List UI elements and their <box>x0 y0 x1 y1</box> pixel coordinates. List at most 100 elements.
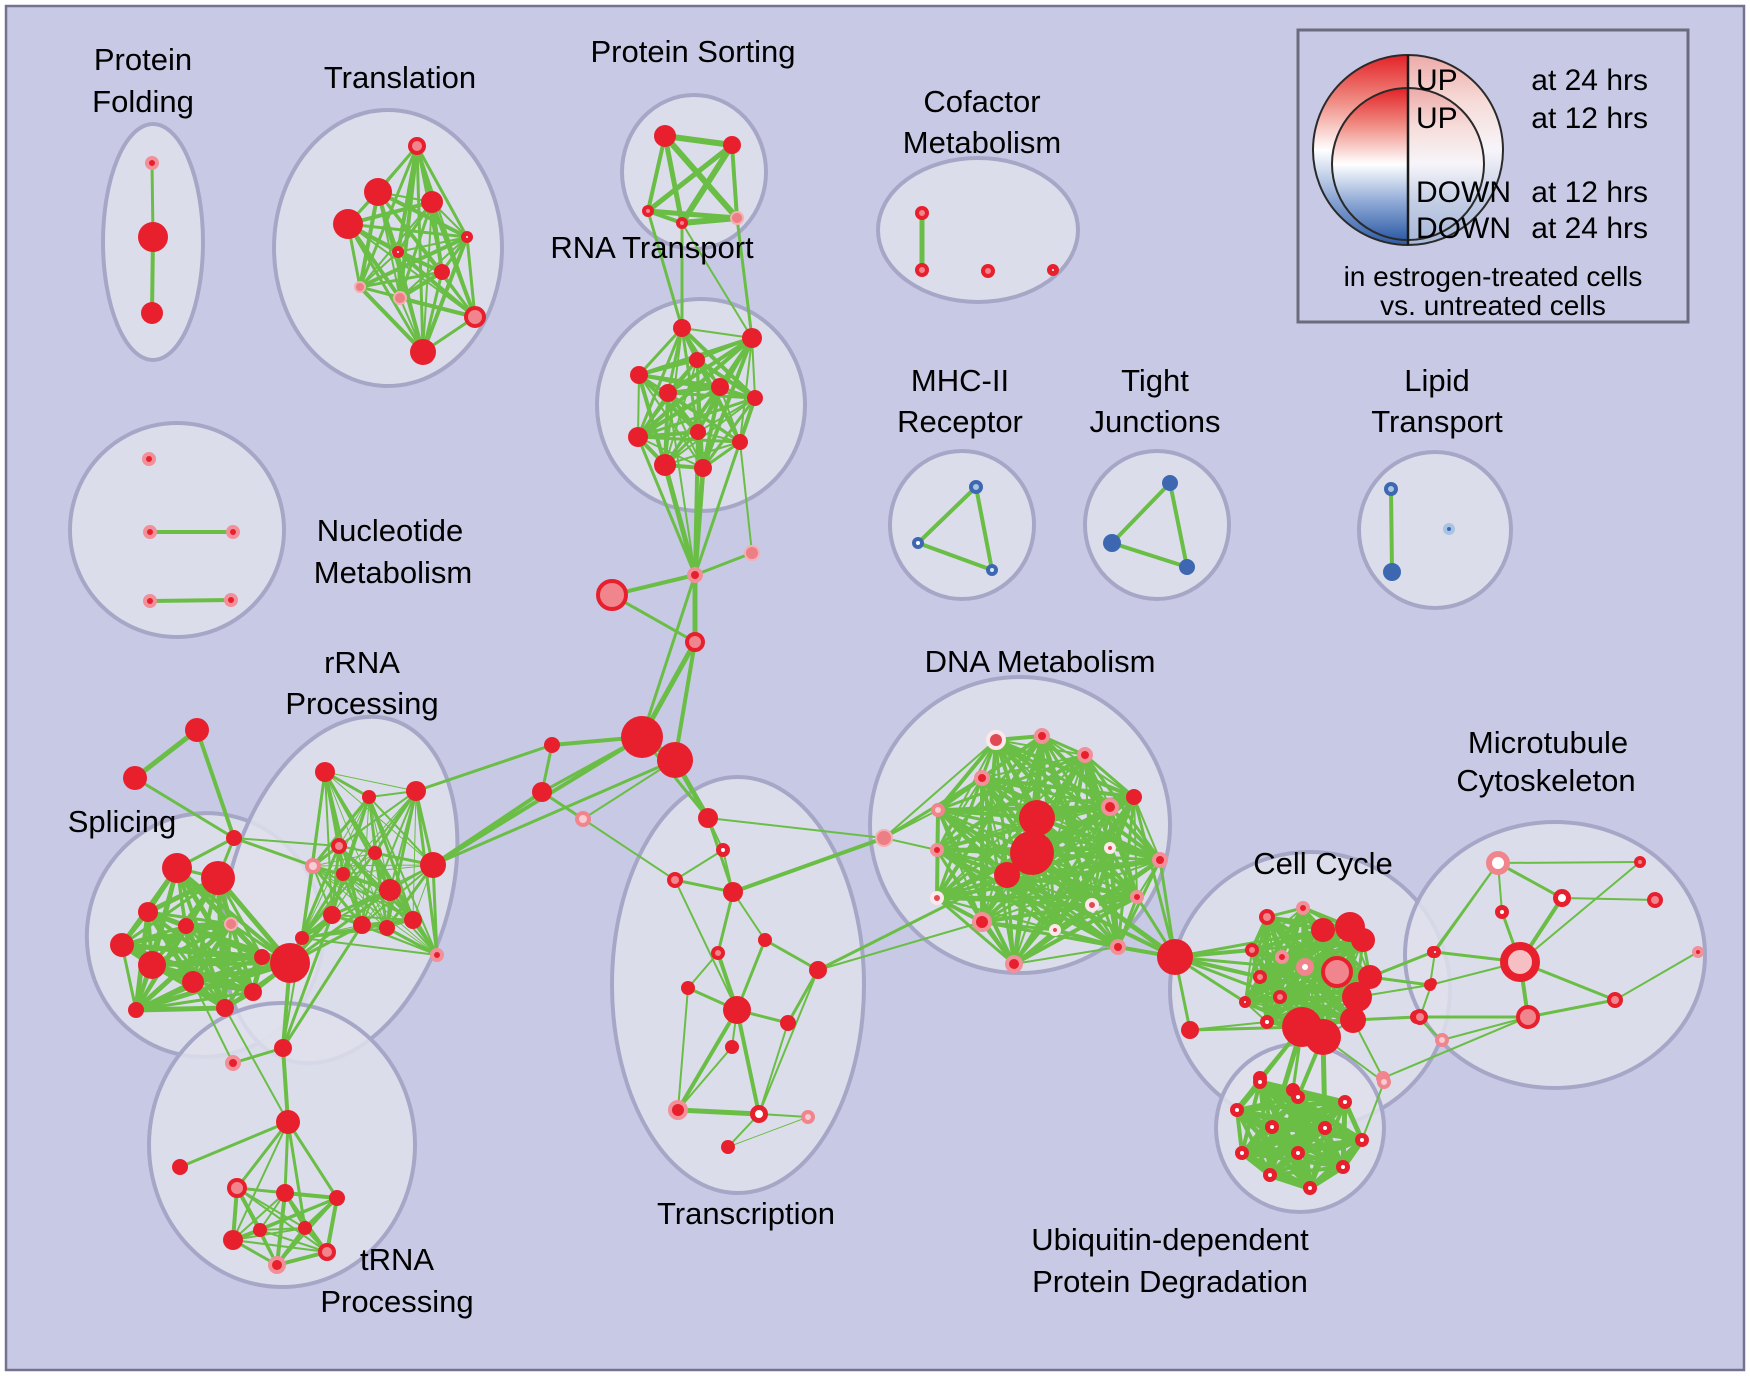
node-red-87 <box>721 1140 735 1154</box>
node-layer <box>110 125 1704 1274</box>
network-edge <box>1389 487 1394 574</box>
node-redRingPink-181 <box>227 1178 247 1198</box>
network-edge <box>883 837 938 851</box>
network-edge <box>368 796 438 956</box>
node-red-77 <box>758 933 772 947</box>
network-edge <box>398 270 444 300</box>
node-red-36 <box>657 742 693 778</box>
network-edge <box>190 921 234 985</box>
node-redRingWhite-147 <box>1303 1181 1317 1195</box>
network-edge <box>232 1192 286 1241</box>
network-edge <box>674 879 738 1011</box>
node-red-184 <box>223 1230 243 1250</box>
node-redRingPink-3 <box>408 137 426 155</box>
network-edge <box>758 969 819 1115</box>
network-edge <box>338 790 417 847</box>
network-edge <box>465 235 477 319</box>
network-edge <box>133 776 236 840</box>
node-pinkRingRed-102 <box>972 912 992 932</box>
network-edge <box>681 222 753 339</box>
node-whiteRingRed-100 <box>1104 842 1116 854</box>
network-edge <box>1189 1021 1268 1031</box>
node-red-24 <box>659 384 677 402</box>
network-edge <box>301 852 376 939</box>
network-edge <box>980 776 1162 862</box>
node-red-2 <box>141 302 163 324</box>
node-pinkRingRed-84 <box>668 1100 688 1120</box>
network-edge <box>645 142 735 214</box>
network-edge <box>396 250 477 319</box>
cluster-ellipse-cofactor-metabolism <box>876 156 1080 304</box>
network-edge <box>415 144 425 354</box>
network-edge <box>175 866 292 965</box>
network-edge <box>1234 1099 1348 1113</box>
node-red-71 <box>532 782 552 802</box>
network-edge <box>361 852 376 926</box>
network-edge <box>258 1196 339 1232</box>
network-edge <box>701 385 722 470</box>
network-edge <box>259 1227 306 1231</box>
network-edge <box>421 270 444 354</box>
network-edge <box>679 142 735 226</box>
node-pinkRingRed-177 <box>143 594 157 608</box>
node-red-48 <box>216 999 234 1017</box>
network-edge <box>751 337 756 399</box>
legend-footer-line-0: in estrogen-treated cells <box>1344 261 1643 292</box>
legend-inner-left-half <box>1332 88 1408 240</box>
node-red-52 <box>244 983 262 1001</box>
node-blueRingPale-167 <box>986 564 998 576</box>
cluster-label-nucleotide-metabolism: Metabolism <box>314 555 473 590</box>
node-red-61 <box>420 852 446 878</box>
node-red-5 <box>421 191 443 213</box>
network-edge <box>1497 861 1641 864</box>
node-redRingPink-157 <box>1607 992 1623 1008</box>
cluster-ellipse-trna-processing <box>147 1001 417 1289</box>
node-redRingWhite-144 <box>1291 1146 1305 1160</box>
network-edge <box>192 981 234 1064</box>
node-red-1 <box>138 222 168 252</box>
network-edge <box>133 921 234 1013</box>
cluster-ellipse-mhc-ii-receptor <box>888 449 1036 601</box>
node-red-37 <box>185 718 209 742</box>
network-edge <box>431 863 439 957</box>
network-edge <box>1013 847 1111 965</box>
node-red-66 <box>295 931 309 945</box>
node-pinkRingRed-114 <box>1275 950 1289 964</box>
network-edge <box>673 640 697 762</box>
network-edge <box>646 134 667 213</box>
node-red-49 <box>254 949 270 965</box>
network-edge <box>342 873 438 956</box>
node-pinkRingRed-107 <box>1005 955 1023 973</box>
network-edge <box>414 743 554 793</box>
network-edge <box>916 541 994 572</box>
node-redRingWhite-74 <box>716 843 730 857</box>
network-edge <box>421 235 469 354</box>
network-edge <box>361 790 417 926</box>
network-edge <box>133 1005 228 1013</box>
node-red-40 <box>162 853 192 883</box>
node-red-70 <box>544 737 560 753</box>
network-edge <box>582 759 676 820</box>
network-edge <box>286 1120 339 1200</box>
network-edge <box>359 201 433 288</box>
cluster-label-ubiquitin-dependent-protein-degradation: Protein Degradation <box>1032 1264 1308 1299</box>
node-red-41 <box>201 861 235 895</box>
node-pinkRingRed-108 <box>1152 852 1168 868</box>
network-edge <box>763 938 820 972</box>
node-redRingWhite-136 <box>1253 1075 1267 1089</box>
network-edge <box>397 236 468 253</box>
network-edge <box>1295 1150 1346 1170</box>
node-red-128 <box>1358 965 1382 989</box>
node-red-21 <box>630 366 648 384</box>
cluster-label-splicing: Splicing <box>68 804 177 839</box>
network-edge <box>935 896 1016 966</box>
node-pinkSolid-18 <box>730 211 744 225</box>
node-red-110 <box>1181 1021 1199 1039</box>
network-edge <box>680 326 757 400</box>
network-edge <box>935 816 1039 900</box>
network-edge <box>981 754 1086 779</box>
network-edge <box>359 251 399 288</box>
node-red-42 <box>138 902 158 922</box>
node-redRingWhite-137 <box>1291 1090 1305 1104</box>
node-red-46 <box>138 951 166 979</box>
